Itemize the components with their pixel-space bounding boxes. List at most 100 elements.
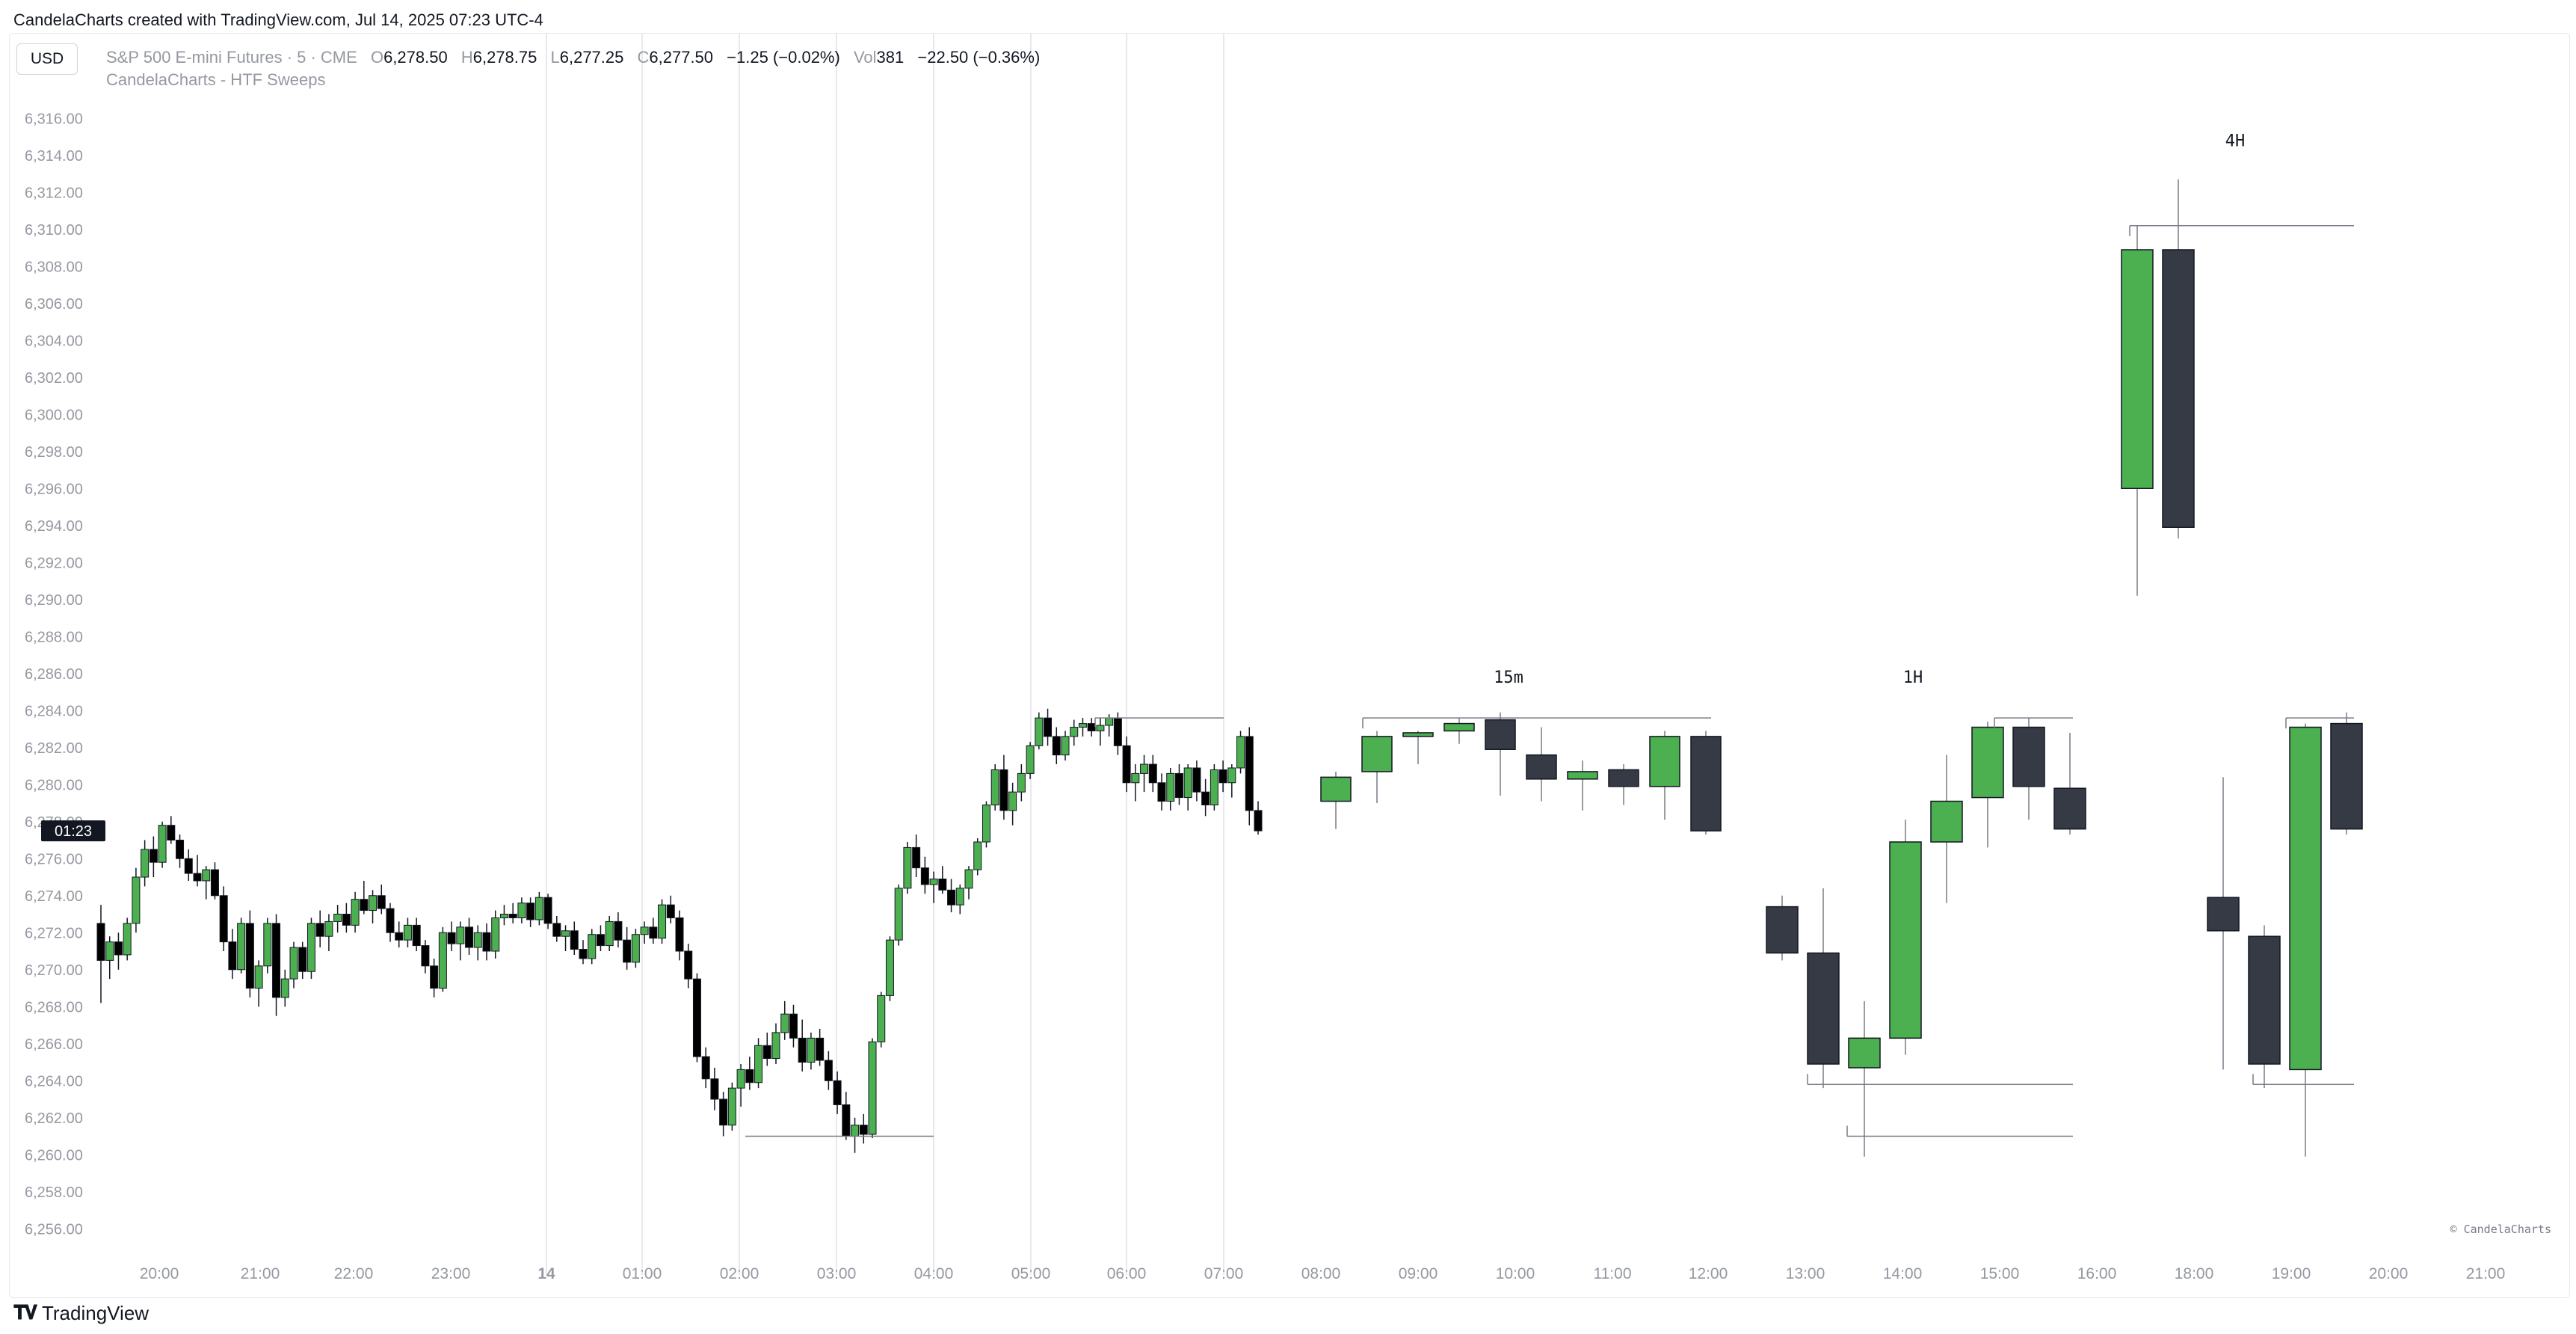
ltf-candle[interactable] [141, 849, 150, 878]
ltf-candle[interactable] [1192, 767, 1201, 793]
ltf-candle[interactable] [851, 1125, 860, 1137]
htf-candle[interactable] [1848, 1037, 1881, 1069]
ltf-candle[interactable] [1210, 769, 1218, 805]
ltf-candle[interactable] [1078, 723, 1087, 728]
htf-candle[interactable] [2207, 897, 2240, 932]
htf-candle[interactable] [1889, 841, 1922, 1039]
ltf-candle[interactable] [727, 1087, 736, 1126]
ltf-candle[interactable] [999, 769, 1008, 811]
ltf-candle[interactable] [912, 846, 921, 869]
ltf-candle[interactable] [982, 804, 990, 843]
candlestick-chart[interactable]: 6,256.00 6,258.00 6,260.00 6,262.00 6,264.00… [10, 34, 2569, 1297]
ltf-candle[interactable] [289, 947, 298, 980]
ltf-candle[interactable] [193, 873, 202, 882]
ltf-candle[interactable] [499, 914, 508, 918]
ltf-candle[interactable] [438, 932, 447, 989]
htf-candle[interactable] [2053, 787, 2086, 830]
ltf-candle[interactable] [754, 1045, 763, 1084]
ltf-candle[interactable] [596, 934, 605, 947]
ltf-candle[interactable] [1201, 791, 1210, 805]
ltf-candle[interactable] [561, 930, 570, 937]
ltf-candle[interactable] [807, 1037, 816, 1063]
ltf-candle[interactable] [1113, 717, 1122, 746]
htf-candle[interactable] [2012, 726, 2045, 787]
ltf-candle[interactable] [245, 923, 254, 989]
ltf-candle[interactable] [105, 941, 114, 961]
htf-candle[interactable] [1361, 736, 1393, 772]
ltf-candle[interactable] [517, 903, 526, 918]
ltf-candle[interactable] [167, 825, 176, 840]
ltf-candle[interactable] [333, 914, 342, 922]
htf-candle[interactable] [2121, 249, 2154, 489]
ltf-candle[interactable] [710, 1078, 719, 1100]
ltf-candle[interactable] [263, 923, 272, 967]
ltf-candle[interactable] [955, 888, 964, 906]
ltf-candle[interactable] [833, 1080, 842, 1105]
ltf-candle[interactable] [675, 917, 684, 952]
ltf-candle[interactable] [684, 950, 693, 980]
ltf-candle[interactable] [1035, 717, 1044, 746]
ltf-candle[interactable] [1070, 727, 1079, 737]
ltf-candle[interactable] [482, 932, 491, 952]
ltf-candle[interactable] [736, 1069, 745, 1089]
ltf-candle[interactable] [771, 1032, 780, 1060]
ltf-candle[interactable] [780, 1013, 789, 1033]
ltf-candle[interactable] [614, 920, 623, 941]
ltf-candle[interactable] [219, 895, 228, 943]
ltf-candle[interactable] [1087, 723, 1096, 731]
ltf-candle[interactable] [666, 904, 675, 918]
ltf-candle[interactable] [885, 939, 894, 996]
ltf-candle[interactable] [824, 1060, 833, 1081]
ltf-candle[interactable] [1061, 736, 1070, 756]
ltf-candle[interactable] [237, 923, 246, 971]
ltf-candle[interactable] [762, 1045, 771, 1060]
ltf-candle[interactable] [526, 903, 535, 920]
ltf-candle[interactable] [280, 978, 289, 998]
ltf-candle[interactable] [132, 876, 141, 924]
ltf-candle[interactable] [210, 869, 219, 897]
ltf-candle[interactable] [789, 1013, 798, 1039]
ltf-candle[interactable] [430, 965, 439, 989]
ltf-candle[interactable] [315, 923, 324, 937]
ltf-candle[interactable] [719, 1098, 728, 1126]
ltf-candle[interactable] [623, 939, 632, 963]
ltf-candle[interactable] [254, 965, 263, 989]
ltf-candle[interactable] [298, 947, 307, 972]
ltf-candle[interactable] [386, 908, 395, 933]
ltf-candle[interactable] [938, 878, 947, 891]
ltf-candle[interactable] [1227, 767, 1236, 784]
ltf-candle[interactable] [465, 926, 474, 948]
ltf-candle[interactable] [272, 923, 281, 998]
ltf-candle[interactable] [842, 1104, 851, 1137]
ltf-candle[interactable] [1245, 736, 1254, 811]
ltf-candle[interactable] [973, 841, 982, 870]
htf-candle[interactable] [1766, 906, 1799, 954]
ltf-candle[interactable] [947, 889, 956, 906]
ltf-candle[interactable] [1026, 745, 1035, 774]
htf-candle[interactable] [1807, 952, 1840, 1065]
ltf-candle[interactable] [1157, 782, 1166, 802]
ltf-candle[interactable] [1183, 767, 1192, 799]
ltf-candle[interactable] [745, 1069, 754, 1084]
ltf-candle[interactable] [306, 923, 315, 972]
ltf-candle[interactable] [184, 858, 193, 874]
ltf-candle[interactable] [1105, 717, 1114, 726]
ltf-candle[interactable] [114, 941, 123, 956]
ltf-candle[interactable] [640, 926, 649, 935]
symbol-legend[interactable]: S&P 500 E-mini Futures · 5 · CME O6,278.… [106, 48, 1040, 67]
ltf-candle[interactable] [552, 923, 561, 937]
ltf-candle[interactable] [228, 941, 237, 971]
ltf-candle[interactable] [1044, 717, 1053, 737]
ltf-candle[interactable] [176, 840, 185, 859]
ltf-candle[interactable] [929, 878, 938, 885]
ltf-candle[interactable] [605, 920, 614, 947]
htf-candle[interactable] [2162, 249, 2195, 528]
ltf-candle[interactable] [342, 914, 351, 926]
ltf-candle[interactable] [412, 924, 421, 947]
chart-pane[interactable]: 6,256.00 6,258.00 6,260.00 6,262.00 6,264.00… [9, 33, 2570, 1298]
ltf-candle[interactable] [534, 897, 543, 920]
ltf-candle[interactable] [894, 888, 903, 941]
htf-candle[interactable] [2330, 722, 2363, 830]
htf-candle[interactable] [1567, 771, 1598, 780]
ltf-candle[interactable] [403, 924, 412, 941]
